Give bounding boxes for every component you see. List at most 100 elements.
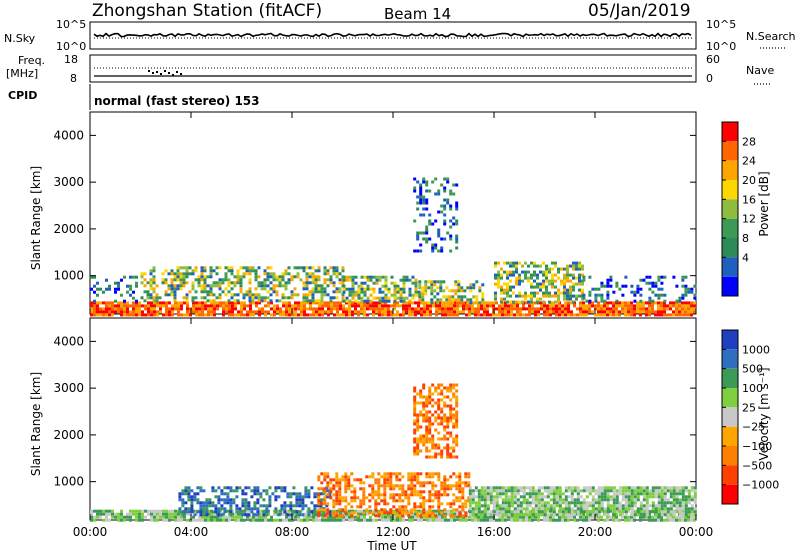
data-cell xyxy=(194,266,198,270)
data-cell xyxy=(218,296,222,300)
data-cell xyxy=(282,512,285,516)
data-cell xyxy=(311,296,315,300)
data-cell xyxy=(528,486,532,490)
data-cell xyxy=(449,434,453,438)
data-cell xyxy=(351,293,355,297)
data-cell xyxy=(480,498,484,502)
data-cell xyxy=(468,504,472,508)
data-cell xyxy=(525,515,528,519)
colorbar-swatch xyxy=(722,446,738,466)
data-cell xyxy=(489,501,493,505)
data-cell xyxy=(381,307,384,311)
data-cell xyxy=(441,518,444,522)
data-cell xyxy=(222,313,225,317)
data-cell xyxy=(579,513,583,517)
data-cell xyxy=(457,298,461,302)
data-cell xyxy=(254,269,258,273)
data-cell xyxy=(663,301,666,305)
data-cell xyxy=(301,507,305,511)
data-cell xyxy=(345,278,349,282)
data-cell xyxy=(292,510,296,514)
data-cell xyxy=(407,502,411,506)
data-cell xyxy=(371,490,375,494)
data-cell xyxy=(437,496,441,500)
data-cell xyxy=(687,287,691,291)
data-cell xyxy=(416,195,420,199)
data-cell xyxy=(387,310,390,314)
data-cell xyxy=(449,219,453,223)
data-cell xyxy=(548,270,551,274)
data-cell xyxy=(627,518,630,522)
data-cell xyxy=(552,501,556,505)
data-cell xyxy=(443,425,447,429)
data-cell xyxy=(455,401,459,405)
data-cell xyxy=(281,296,285,300)
data-cell xyxy=(93,275,96,279)
data-cell xyxy=(578,267,581,271)
data-cell xyxy=(335,490,339,494)
data-cell xyxy=(419,449,423,453)
data-cell xyxy=(410,490,414,494)
data-cell xyxy=(203,281,207,285)
data-cell xyxy=(531,492,535,496)
data-cell xyxy=(618,313,621,317)
data-cell xyxy=(362,481,366,485)
data-cell xyxy=(208,501,212,505)
data-cell xyxy=(448,295,452,299)
data-cell xyxy=(310,486,314,490)
data-cell xyxy=(93,515,96,519)
data-cell xyxy=(443,419,447,423)
data-cell xyxy=(518,273,521,277)
data-cell xyxy=(681,310,684,314)
data-cell xyxy=(375,275,379,279)
data-cell xyxy=(390,304,393,308)
data-cell xyxy=(387,518,390,522)
data-cell xyxy=(254,287,258,291)
data-cell xyxy=(191,299,195,303)
data-cell xyxy=(435,310,438,314)
data-cell xyxy=(374,490,378,494)
data-cell xyxy=(455,237,459,241)
data-cell xyxy=(440,422,444,426)
data-cell xyxy=(200,296,204,300)
data-cell xyxy=(531,307,534,311)
data-cell xyxy=(178,492,182,496)
data-cell xyxy=(462,301,465,305)
data-cell xyxy=(309,515,312,519)
data-cell xyxy=(195,310,198,314)
data-cell xyxy=(519,513,523,517)
data-cell xyxy=(449,505,453,509)
data-cell xyxy=(446,493,450,497)
data-cell xyxy=(258,307,261,311)
data-cell xyxy=(588,290,592,294)
data-cell xyxy=(591,513,595,517)
data-cell xyxy=(431,446,435,450)
data-cell xyxy=(582,275,586,279)
data-cell xyxy=(396,310,399,314)
data-cell xyxy=(344,499,348,503)
data-cell xyxy=(244,504,248,508)
data-cell xyxy=(663,275,667,279)
data-cell xyxy=(293,287,297,291)
data-cell xyxy=(510,498,514,502)
data-cell xyxy=(672,489,676,493)
data-cell xyxy=(168,512,171,516)
data-cell xyxy=(190,489,194,493)
data-cell xyxy=(182,266,186,270)
data-cell xyxy=(675,507,679,511)
data-cell xyxy=(515,282,518,286)
data-cell xyxy=(552,492,556,496)
data-cell xyxy=(449,431,453,435)
data-cell xyxy=(458,475,462,479)
data-cell xyxy=(678,310,681,314)
data-cell xyxy=(474,495,478,499)
data-cell xyxy=(495,486,499,490)
data-cell xyxy=(218,293,222,297)
data-cell xyxy=(672,518,675,522)
data-cell xyxy=(585,489,589,493)
data-cell xyxy=(173,272,177,276)
data-cell xyxy=(174,515,177,519)
data-cell xyxy=(181,513,185,517)
data-cell xyxy=(510,310,513,314)
data-cell xyxy=(428,416,432,420)
